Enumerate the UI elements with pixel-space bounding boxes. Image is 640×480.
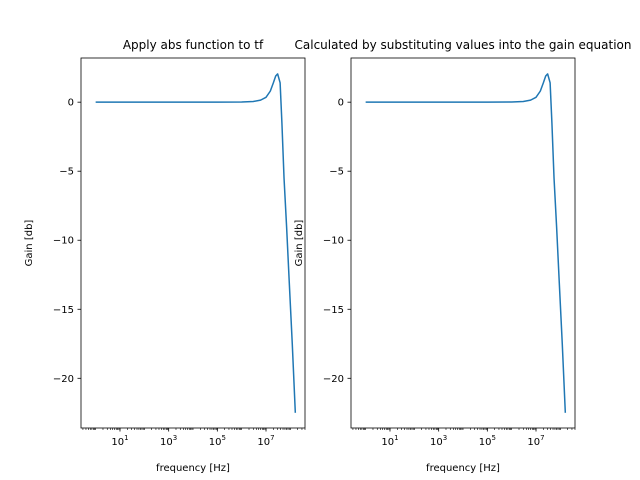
x-tick-label: 105: [479, 434, 496, 448]
chart-title: Apply abs function to tf: [123, 38, 264, 52]
y-tick-label: 0: [338, 98, 344, 109]
x-axis-label: frequency [Hz]: [156, 463, 230, 474]
axes-frame: [80, 57, 306, 429]
y-tick-label: −20: [323, 374, 344, 385]
y-tick-label: −15: [53, 305, 74, 316]
y-tick-label: −15: [323, 305, 344, 316]
chart-1: 101 103 105 107 0 −5 −10 −15 −20 frequency [Hz] Ga…: [24, 38, 306, 474]
y-tick-label: −10: [53, 236, 74, 247]
x-tick-label: 107: [527, 434, 544, 448]
y-tick-label: −5: [329, 167, 344, 178]
y-tick-label: −10: [323, 236, 344, 247]
x-tick-label: 101: [111, 434, 128, 448]
chart-title: Calculated by substituting values into t…: [295, 38, 632, 52]
x-tick-label: 103: [430, 434, 447, 448]
y-tick-label: 0: [68, 98, 74, 109]
y-tick-label: −5: [59, 167, 74, 178]
y-axis-label: Gain [db]: [294, 220, 305, 267]
axes-frame: [350, 57, 576, 429]
series-line: [95, 73, 297, 413]
x-tick-label: 105: [209, 434, 226, 448]
y-tick-label: −20: [53, 374, 74, 385]
x-tick-label: 103: [160, 434, 177, 448]
series-line: [365, 73, 567, 413]
x-tick-label: 101: [381, 434, 398, 448]
chart-2: 101 103 105 107 0 −5 −10 −15 −20 frequency [Hz] Ga…: [294, 38, 631, 474]
x-axis-label: frequency [Hz]: [426, 463, 500, 474]
y-axis-label: Gain [db]: [24, 220, 35, 267]
x-tick-label: 107: [257, 434, 274, 448]
